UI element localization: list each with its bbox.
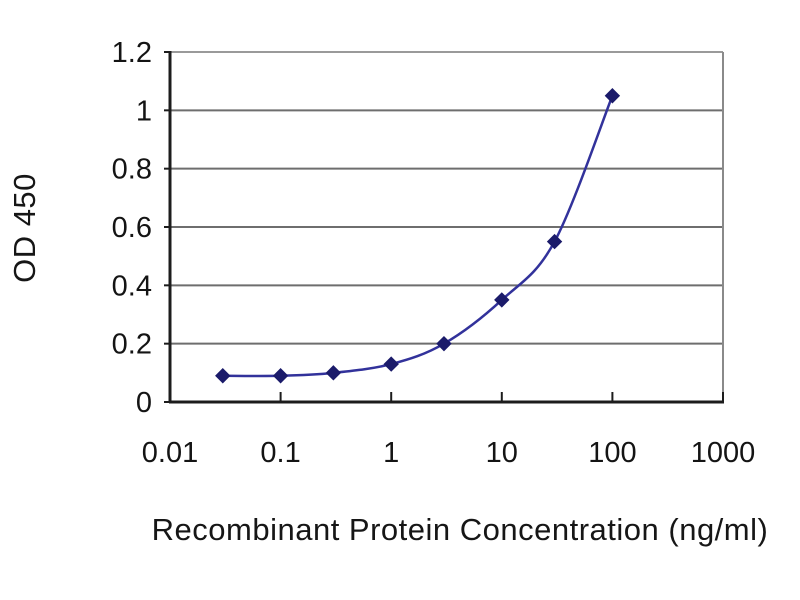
x-tick-label: 10 <box>486 437 518 469</box>
x-tick-label: 1000 <box>691 437 756 469</box>
data-point-marker <box>272 368 289 384</box>
y-tick-label: 0 <box>136 387 152 419</box>
data-point-marker <box>436 335 452 352</box>
y-axis-title: OD 450 <box>7 173 42 283</box>
data-point-marker <box>383 356 399 372</box>
x-tick-label: 100 <box>588 437 636 469</box>
y-tick-label: 1.2 <box>112 37 152 69</box>
data-point-marker <box>546 233 563 250</box>
data-point-marker <box>604 88 621 104</box>
data-point-marker <box>215 368 231 384</box>
data-point-marker <box>325 365 342 381</box>
y-tick-label: 1 <box>136 95 152 127</box>
x-axis-title: Recombinant Protein Concentration (ng/ml… <box>151 512 769 547</box>
y-tick-label: 0.8 <box>112 154 152 186</box>
x-tick-label: 1 <box>383 437 399 469</box>
data-point-marker <box>494 292 510 308</box>
y-tick-label: 0.4 <box>112 270 152 302</box>
y-tick-label: 0.6 <box>112 212 152 244</box>
x-tick-label: 0.1 <box>260 437 300 469</box>
x-tick-label: 0.01 <box>142 437 198 469</box>
y-tick-label: 0.2 <box>112 329 152 361</box>
